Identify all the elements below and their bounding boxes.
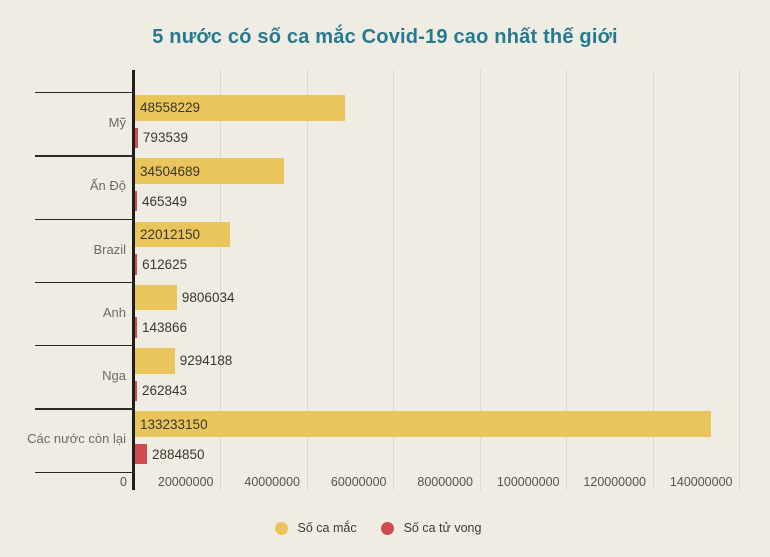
gridline (220, 70, 221, 490)
value-label: 9294188 (179, 353, 233, 369)
value-label: 612625 (142, 256, 188, 272)
x-tick-label: 140000000 (669, 475, 733, 489)
bar-cases (134, 284, 177, 311)
bar-cases (134, 221, 230, 247)
y-axis-line (131, 70, 135, 490)
category-label: Nga (102, 368, 126, 384)
gridline (393, 70, 394, 490)
row-separator (35, 92, 134, 94)
value-label: 2884850 (151, 446, 205, 462)
category-label: Anh (102, 304, 126, 320)
value-label: 22012150 (140, 226, 201, 242)
row-separator (35, 155, 134, 157)
x-tick-label: 60000000 (330, 475, 387, 489)
legend-swatch-cases-icon (274, 521, 288, 535)
row-separator (35, 281, 134, 284)
bar-cases (134, 348, 175, 374)
bar-deaths (134, 380, 137, 401)
category-label: Mỹ (108, 115, 126, 131)
row-separator (35, 345, 134, 347)
legend: Số ca mắc Số ca tử vong (0, 521, 770, 535)
bar-deaths (134, 127, 138, 148)
x-tick-label: 120000000 (583, 475, 646, 489)
legend-label-cases: Số ca mắc (297, 521, 357, 535)
gridline (479, 70, 481, 490)
category-label: Các nước còn lại (27, 431, 126, 447)
bar-cases (134, 158, 284, 184)
category-label: Brazil (93, 241, 126, 257)
bar-deaths (134, 254, 138, 275)
bar-deaths (134, 317, 137, 338)
value-label: 133233150 (140, 416, 208, 432)
bar-cases (134, 411, 711, 437)
value-label: 143866 (142, 320, 188, 335)
category-label: Ấn Độ (89, 178, 126, 194)
value-label: 465349 (142, 193, 188, 209)
bar-deaths (134, 190, 137, 212)
legend-swatch-deaths-icon (380, 521, 394, 535)
legend-label-deaths: Số ca tử vong (403, 521, 482, 535)
x-tick-label: 0 (120, 475, 127, 489)
gridline (739, 70, 740, 490)
gridline (566, 70, 567, 490)
x-tick-label: 100000000 (496, 475, 560, 489)
value-label: 9806034 (181, 290, 235, 305)
chart-title: 5 nước có số ca mắc Covid-19 cao nhất th… (152, 26, 618, 48)
bar-deaths (134, 443, 147, 465)
value-label: 793539 (142, 130, 188, 146)
value-label: 48558229 (140, 100, 201, 116)
value-label: 34504689 (140, 163, 201, 179)
x-tick-label: 80000000 (417, 475, 473, 489)
x-tick-label: 20000000 (157, 475, 214, 489)
value-label: 262843 (142, 383, 188, 399)
gridline (306, 70, 308, 490)
bar-cases (134, 95, 345, 121)
row-separator (35, 218, 134, 220)
x-tick-label: 40000000 (244, 475, 300, 489)
gridline (652, 70, 654, 490)
row-separator (35, 471, 134, 473)
row-separator (35, 408, 134, 410)
